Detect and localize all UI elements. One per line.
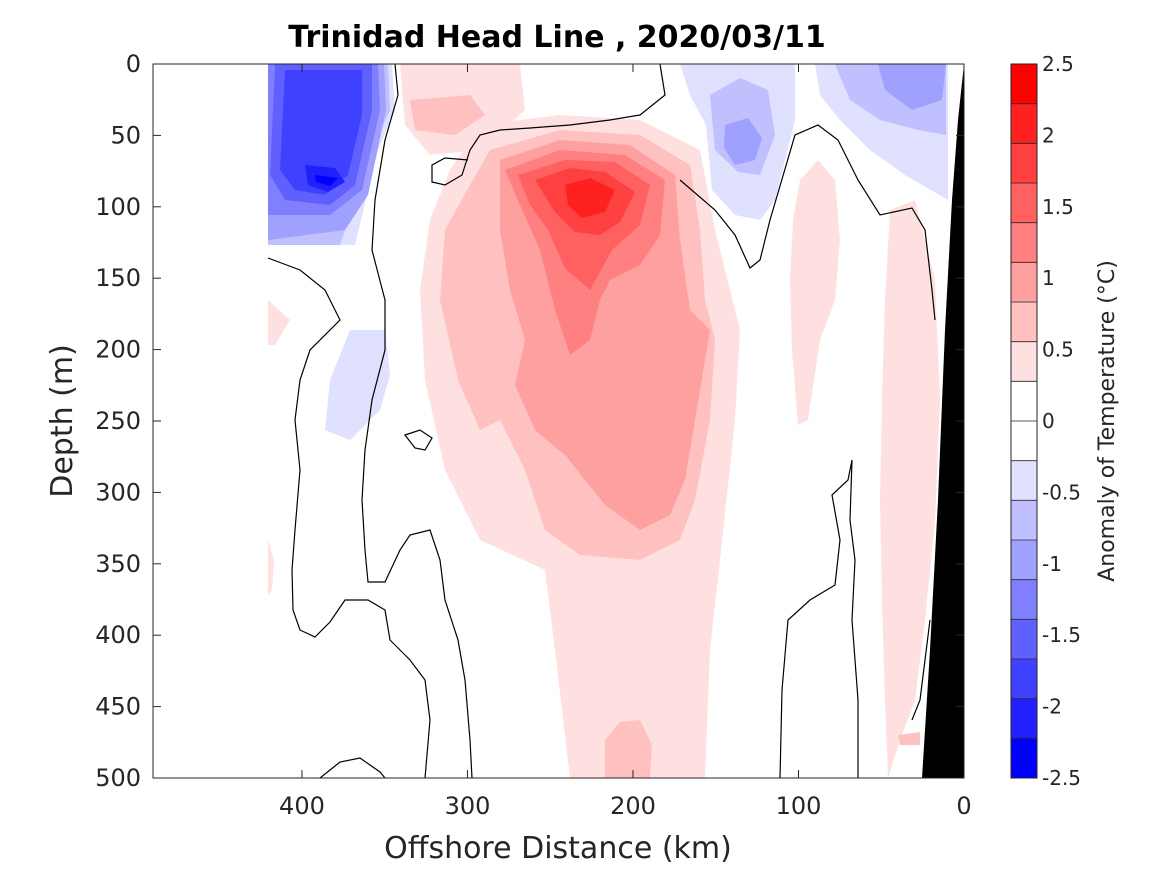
y-tick-label: 450 bbox=[95, 693, 141, 721]
contour-line-g bbox=[319, 757, 386, 778]
y-tick-label: 400 bbox=[95, 621, 141, 649]
colorbar: 2.5 2 1.5 1 0.5 0 -0.5 -1 -1.5 -2 -2.5 bbox=[1010, 52, 1081, 790]
anomaly-contours bbox=[268, 64, 948, 778]
colorbar-tick-label: 1.5 bbox=[1042, 195, 1074, 219]
x-tick-label: 200 bbox=[610, 792, 656, 820]
y-tick-label: 250 bbox=[95, 407, 141, 435]
y-axis-label: Depth (m) bbox=[45, 344, 80, 498]
x-tick-label: 300 bbox=[445, 792, 491, 820]
x-tick-label: 400 bbox=[279, 792, 325, 820]
colorbar-swatch bbox=[1011, 540, 1037, 581]
warm-spot-left bbox=[268, 300, 290, 345]
cold-patch-right-core bbox=[878, 64, 946, 110]
colorbar-swatch bbox=[1011, 421, 1037, 462]
chart-title: Trinidad Head Line , 2020/03/11 bbox=[288, 20, 825, 55]
contour-line-a bbox=[267, 257, 431, 778]
contour-line-e bbox=[679, 124, 936, 321]
y-axis: 0 50 100 150 200 250 300 350 400 450 500 bbox=[95, 50, 964, 792]
colorbar-swatch bbox=[1011, 698, 1037, 739]
colorbar-swatch bbox=[1011, 381, 1037, 422]
contour-line-c bbox=[431, 64, 666, 186]
warm-plume-level7 bbox=[565, 178, 615, 218]
colorbar-tick-label: -2 bbox=[1042, 695, 1062, 719]
cold-region-level8 bbox=[315, 175, 338, 186]
x-axis: 400 300 200 100 0 bbox=[279, 64, 972, 820]
cold-patch-mid-core bbox=[724, 118, 762, 165]
warm-patch-top-inner bbox=[410, 95, 485, 135]
colorbar-swatch bbox=[1011, 183, 1037, 224]
colorbar-swatch bbox=[1011, 64, 1037, 105]
zero-contour-lines bbox=[267, 64, 936, 778]
colorbar-swatch bbox=[1011, 341, 1037, 382]
warm-band-mid-right bbox=[790, 160, 840, 425]
colorbar-swatch bbox=[1011, 738, 1037, 779]
colorbar-tick-label: -1 bbox=[1042, 552, 1062, 576]
y-tick-label: 350 bbox=[95, 550, 141, 578]
colorbar-tick-label: -0.5 bbox=[1042, 480, 1081, 504]
colorbar-swatch bbox=[1011, 579, 1037, 620]
colorbar-swatch bbox=[1011, 262, 1037, 303]
colorbar-frame bbox=[1010, 63, 1038, 779]
warm-spot-left-deep bbox=[268, 540, 274, 595]
plot-area bbox=[152, 63, 965, 779]
colorbar-tick-label: -2.5 bbox=[1042, 766, 1081, 790]
warm-band-right bbox=[880, 200, 940, 778]
colorbar-swatch bbox=[1011, 103, 1037, 144]
colorbar-swatch bbox=[1011, 460, 1037, 501]
colorbar-tick-label: 2 bbox=[1042, 123, 1055, 147]
y-tick-label: 50 bbox=[110, 121, 141, 149]
colorbar-swatch bbox=[1011, 500, 1037, 541]
contour-line-b bbox=[361, 64, 473, 778]
y-tick-label: 300 bbox=[95, 478, 141, 506]
colorbar-tick-label: 2.5 bbox=[1042, 52, 1074, 76]
x-tick-label: 100 bbox=[776, 792, 822, 820]
y-tick-label: 0 bbox=[126, 50, 141, 78]
colorbar-tick-label: 0 bbox=[1042, 409, 1055, 433]
bathymetry-shelf bbox=[922, 64, 964, 778]
colorbar-tick-label: 0.5 bbox=[1042, 338, 1074, 362]
y-tick-label: 500 bbox=[95, 764, 141, 792]
colorbar-swatch bbox=[1011, 619, 1037, 660]
y-tick-label: 150 bbox=[95, 264, 141, 292]
cold-patch-deep bbox=[325, 330, 390, 440]
contour-line-f bbox=[779, 459, 859, 778]
contour-line-h bbox=[911, 619, 931, 721]
colorbar-swatch bbox=[1011, 302, 1037, 343]
colorbar-swatch bbox=[1011, 659, 1037, 700]
y-tick-label: 200 bbox=[95, 336, 141, 364]
colorbar-swatch bbox=[1011, 143, 1037, 184]
cold-region-level6 bbox=[280, 70, 362, 195]
colorbar-tick-label: 1 bbox=[1042, 266, 1055, 290]
y-tick-label: 100 bbox=[95, 193, 141, 221]
warm-spot-deep bbox=[605, 720, 652, 778]
x-tick-label: 0 bbox=[956, 792, 971, 820]
contour-line-d bbox=[404, 429, 433, 451]
colorbar-tick-label: -1.5 bbox=[1042, 623, 1081, 647]
colorbar-label: Anomaly of Temperature (°C) bbox=[1095, 260, 1120, 582]
x-axis-label: Offshore Distance (km) bbox=[384, 831, 732, 866]
warm-spot-near-shore bbox=[898, 732, 920, 745]
colorbar-swatch bbox=[1011, 222, 1037, 263]
